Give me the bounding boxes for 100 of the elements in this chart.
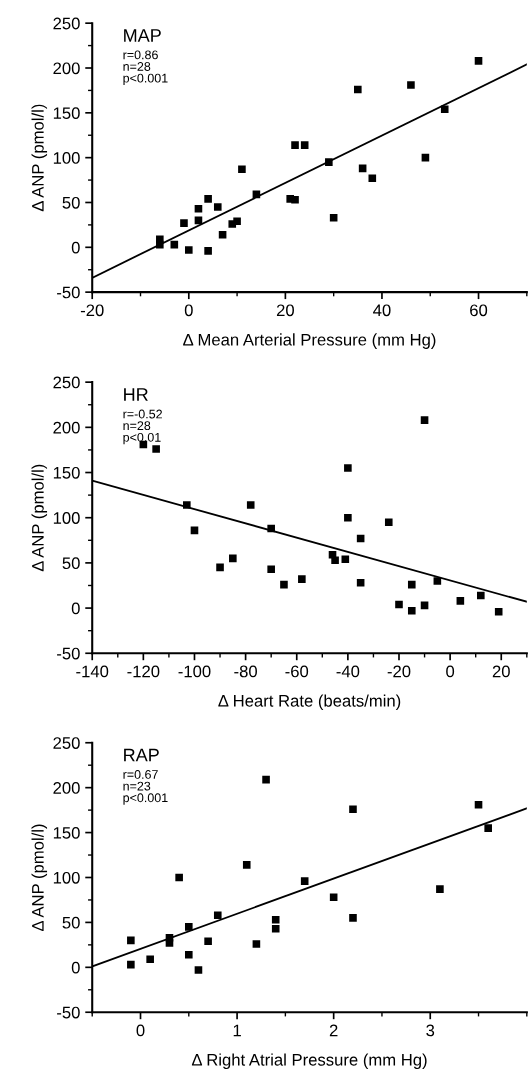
x-tick-label: -40 — [336, 665, 360, 678]
x-tick-label: 0 — [184, 304, 193, 317]
point — [218, 230, 227, 239]
point — [156, 240, 164, 249]
point — [440, 105, 449, 114]
y-tick-label: 200 — [53, 421, 80, 434]
annotation: r=-0.52 — [123, 409, 162, 419]
point — [194, 966, 203, 974]
point — [184, 923, 193, 931]
y-tick-label: 250 — [53, 737, 80, 749]
point — [341, 555, 350, 564]
x-tick-label: 3 — [426, 1024, 435, 1037]
x-tick-label: 1 — [233, 1024, 241, 1037]
point — [329, 213, 338, 222]
point — [233, 217, 241, 226]
point — [407, 580, 416, 589]
point — [146, 955, 154, 964]
point — [291, 195, 299, 204]
chart-title: MAP — [124, 29, 161, 42]
y-tick-label: -50 — [57, 647, 80, 660]
point — [344, 464, 352, 472]
point — [456, 597, 465, 605]
x-tick-label: -100 — [178, 665, 211, 678]
point — [331, 556, 339, 564]
y-tick-label: 250 — [53, 376, 80, 389]
point — [246, 501, 255, 509]
y-tick-label: 0 — [71, 602, 80, 615]
point — [349, 914, 357, 922]
x-tick-label: 0 — [446, 665, 455, 678]
point — [300, 877, 309, 885]
point — [420, 416, 429, 424]
y-tick-label: 50 — [62, 196, 80, 209]
x-tick-label: -140 — [76, 665, 109, 678]
point — [291, 141, 299, 149]
y-tick-label: -50 — [57, 1006, 80, 1019]
point — [325, 158, 333, 166]
y-tick-label: 200 — [53, 62, 80, 75]
x-tick-label: 0 — [136, 1024, 145, 1037]
x-tick-label: 20 — [492, 665, 510, 678]
point — [477, 591, 485, 600]
y-tick-label: 100 — [53, 152, 80, 164]
point — [262, 775, 270, 784]
point — [127, 936, 135, 945]
point — [229, 554, 237, 563]
annotation: n=23 — [123, 781, 151, 791]
point — [436, 885, 444, 893]
point — [184, 950, 193, 959]
x-tick-label: 40 — [373, 304, 391, 317]
x-tick-label: -20 — [80, 304, 104, 317]
point — [180, 219, 188, 227]
point — [494, 607, 503, 616]
point — [204, 937, 212, 946]
chart-title: HR — [124, 388, 148, 401]
point — [300, 141, 309, 149]
point — [474, 800, 483, 809]
annotation: n=28 — [123, 421, 151, 431]
y-tick-label: 100 — [53, 871, 80, 884]
point — [238, 165, 246, 174]
annotation: p<0.01 — [123, 432, 161, 445]
y-tick-label: 50 — [62, 916, 80, 929]
point — [354, 85, 362, 94]
point — [267, 565, 275, 574]
point — [127, 960, 135, 969]
point — [216, 563, 224, 572]
annotation: p<0.001 — [123, 793, 168, 805]
annotation: p<0.001 — [123, 73, 168, 86]
point — [242, 861, 251, 869]
point — [395, 600, 403, 609]
annotation: r=0.67 — [123, 770, 158, 779]
y-axis-title: Δ ANP (pmol/l) — [31, 104, 48, 212]
point — [280, 580, 288, 589]
y-tick-label: 200 — [53, 782, 80, 794]
point — [344, 513, 352, 522]
chart-title: RAP — [124, 748, 159, 762]
point — [183, 501, 191, 509]
point — [356, 578, 365, 587]
point — [267, 524, 275, 533]
point — [433, 577, 442, 585]
point — [484, 824, 492, 832]
x-tick-label: -60 — [285, 665, 309, 678]
x-axis-title: Δ Right Atrial Pressure (mm Hg) — [191, 1053, 427, 1070]
y-tick-label: 0 — [71, 961, 80, 974]
x-tick-label: 2 — [329, 1024, 338, 1037]
point — [204, 195, 212, 203]
point — [152, 445, 160, 453]
y-tick-label: 250 — [53, 17, 80, 30]
point — [384, 518, 393, 527]
x-tick-label: -120 — [127, 665, 160, 678]
x-tick-label: -80 — [234, 665, 257, 678]
y-tick-label: 150 — [53, 107, 80, 120]
point — [407, 606, 416, 615]
point — [368, 174, 377, 183]
x-tick-label: 20 — [276, 304, 294, 317]
point — [407, 81, 415, 89]
point — [165, 939, 174, 947]
point — [298, 575, 306, 583]
y-tick-label: -50 — [57, 286, 80, 299]
point — [213, 203, 222, 211]
y-axis-title: Δ ANP (pmol/l) — [31, 464, 48, 572]
point — [329, 893, 338, 902]
